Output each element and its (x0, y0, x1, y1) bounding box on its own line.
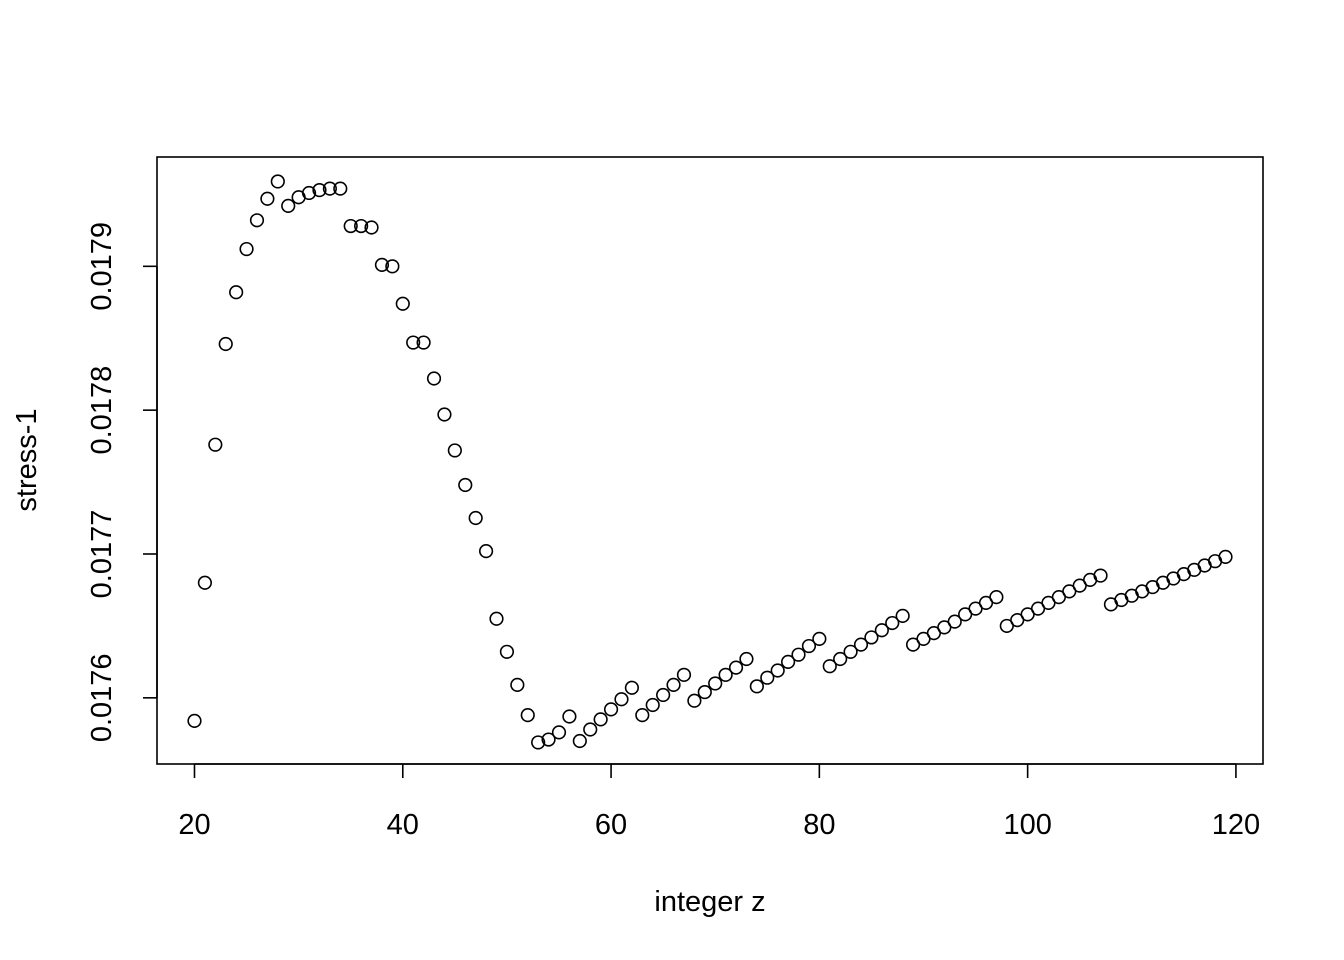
data-point (562, 709, 577, 724)
data-point (843, 644, 858, 659)
y-tick-label: 0.0177 (86, 510, 118, 599)
data-point (489, 611, 504, 626)
data-point (468, 510, 483, 526)
data-point (260, 191, 275, 206)
data-point (822, 659, 837, 674)
data-point (947, 614, 962, 629)
data-point (614, 692, 629, 707)
data-point (1218, 549, 1233, 564)
data-point (666, 677, 681, 692)
data-point (458, 477, 473, 493)
data-point (645, 697, 660, 713)
data-point (718, 667, 733, 682)
data-point (478, 544, 494, 559)
data-point (343, 218, 358, 234)
x-axis: 20 40 60 80 100 120 (178, 763, 1260, 841)
data-point (354, 218, 369, 234)
data-point (385, 259, 400, 274)
x-tick-label: 20 (178, 809, 210, 841)
data-point (603, 702, 619, 717)
data-point (187, 713, 202, 728)
data-point (687, 693, 702, 708)
data-point (416, 335, 431, 350)
data-point (989, 590, 1004, 605)
data-point (676, 667, 692, 682)
data-point (572, 733, 587, 749)
data-point (583, 722, 598, 737)
data-point (551, 725, 567, 740)
x-tick-label: 100 (1003, 809, 1051, 841)
data-point (447, 443, 462, 458)
data-point (708, 676, 723, 691)
data-point (624, 680, 639, 695)
data-point (853, 637, 869, 652)
data-point (510, 677, 525, 692)
plot-frame (156, 156, 1264, 765)
data-point (812, 631, 827, 646)
y-axis: 0.0176 0.0177 0.0178 0.0179 (86, 222, 158, 742)
data-point (395, 296, 410, 311)
data-point (728, 660, 744, 675)
data-point (197, 575, 213, 590)
data-point (531, 735, 546, 750)
data-point (229, 285, 244, 300)
data-point (333, 181, 348, 196)
data-point (801, 638, 817, 654)
y-tick-label: 0.0179 (86, 222, 118, 311)
data-point (499, 644, 515, 659)
data-point (791, 647, 806, 662)
data-point (374, 257, 390, 272)
data-point (885, 615, 900, 631)
data-point (864, 630, 879, 645)
x-tick-label: 60 (595, 809, 627, 841)
data-point (749, 679, 764, 694)
data-point (437, 407, 452, 422)
data-point (1093, 568, 1108, 583)
data-point (239, 241, 254, 257)
data-point (364, 220, 379, 235)
data-point (406, 335, 421, 350)
data-point (426, 371, 442, 386)
data-point (781, 654, 796, 669)
data-point (322, 181, 337, 196)
data-point (874, 623, 889, 638)
data-point (697, 684, 712, 700)
x-axis-label: integer z (654, 886, 765, 918)
x-tick-label: 40 (387, 809, 419, 841)
data-point (635, 707, 650, 723)
y-tick-label: 0.0178 (86, 366, 118, 455)
data-point (249, 213, 265, 228)
data-point (520, 707, 535, 723)
x-tick-label: 80 (803, 809, 835, 841)
data-point (760, 670, 775, 685)
data-point (270, 174, 285, 189)
data-point (218, 336, 233, 352)
data-points (187, 174, 1233, 750)
data-point (895, 608, 910, 623)
data-point (833, 651, 848, 667)
data-point (770, 663, 785, 678)
y-axis-label: stress-1 (11, 408, 43, 511)
x-tick-label: 120 (1212, 809, 1260, 841)
data-point (208, 437, 223, 452)
data-point (541, 732, 556, 747)
y-tick-label: 0.0176 (86, 653, 118, 742)
data-point (593, 712, 608, 727)
data-point (656, 687, 671, 703)
data-point (312, 182, 327, 198)
data-point (739, 651, 754, 667)
data-point (281, 198, 296, 214)
data-point (301, 185, 317, 201)
